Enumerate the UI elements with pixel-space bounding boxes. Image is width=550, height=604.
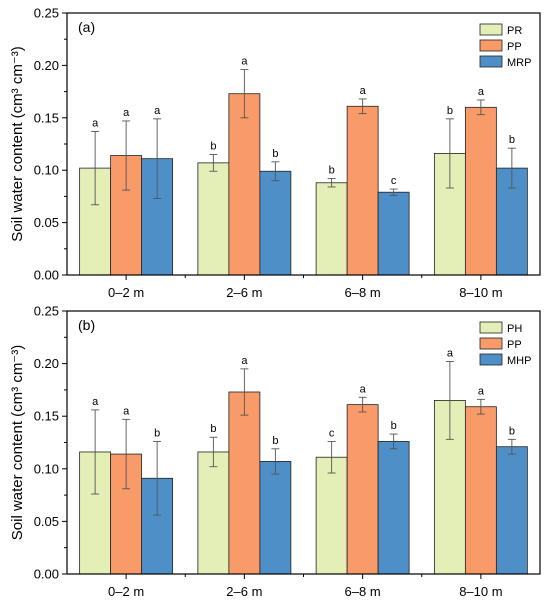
legend-swatch-pr (479, 23, 503, 36)
panel-label: (b) (78, 317, 95, 333)
legend-label: MHP (507, 355, 531, 367)
x-tick-label: 2–6 m (226, 285, 262, 300)
x-tick-label: 8–10 m (459, 584, 502, 599)
bar-pp (346, 105, 379, 276)
bar-pr (315, 182, 348, 276)
significance-letter: a (478, 385, 485, 397)
y-axis-label: Soil water content (cm³ cm⁻³) (9, 46, 26, 241)
significance-letter: a (123, 107, 130, 119)
legend-label: MRP (507, 57, 531, 69)
bar-mhp (377, 441, 410, 575)
x-tick-label: 0–2 m (108, 584, 144, 599)
x-tick-label: 6–8 m (345, 584, 381, 599)
legend-label: PR (507, 25, 522, 37)
x-tick-label: 8–10 m (459, 285, 502, 300)
legend-label: PP (507, 339, 522, 351)
legend-swatch-ph (479, 321, 503, 334)
legend-swatch-pp (479, 337, 503, 350)
bar-mhp (495, 446, 528, 575)
bar-ph (197, 451, 230, 575)
significance-letter: b (509, 425, 515, 437)
y-tick-label: 0.10 (34, 461, 59, 476)
significance-letter: b (329, 165, 335, 177)
significance-letter: a (123, 405, 130, 417)
significance-letter: a (92, 117, 99, 129)
bar-mhp (259, 461, 292, 575)
bar-pr (197, 162, 230, 276)
significance-letter: a (241, 355, 248, 367)
significance-letter: a (360, 85, 367, 97)
significance-letter: b (272, 148, 278, 160)
bar-mrp (377, 191, 410, 276)
legend-swatch-pp (479, 39, 503, 52)
y-tick-label: 0.05 (34, 215, 59, 230)
bar-pp (464, 106, 497, 276)
significance-letter: b (210, 423, 216, 435)
legend-swatch-mrp (479, 55, 503, 68)
y-tick-label: 0.05 (34, 514, 59, 529)
bar-pp (346, 404, 379, 575)
bar-pp (228, 391, 261, 575)
significance-letter: c (391, 175, 397, 187)
plot-frame (66, 12, 541, 276)
y-tick-label: 0.20 (34, 58, 59, 73)
significance-letter: b (447, 105, 453, 117)
significance-letter: a (478, 86, 485, 98)
x-tick-label: 2–6 m (226, 584, 262, 599)
x-tick-label: 6–8 m (345, 285, 381, 300)
significance-letter: a (360, 383, 367, 395)
y-tick-label: 0.00 (34, 268, 59, 283)
chart-panel-a: 0.00 0.05 0.10 0.15 0.20 0.25 a a a 0–2 m b a b 2–6 m… (9, 6, 541, 300)
bar-pp (228, 93, 261, 276)
y-tick-label: 0.25 (34, 6, 59, 21)
panel-label: (a) (78, 19, 95, 35)
y-tick-label: 0.00 (34, 567, 59, 582)
legend-label: PP (507, 41, 522, 53)
significance-letter: b (272, 435, 278, 447)
y-axis-label: Soil water content (cm³ cm⁻³) (9, 345, 26, 540)
y-tick-label: 0.15 (34, 409, 59, 424)
y-tick-label: 0.25 (34, 304, 59, 319)
significance-letter: a (154, 105, 161, 117)
bar-ph (315, 456, 348, 575)
significance-letter: b (210, 140, 216, 152)
y-tick-label: 0.20 (34, 356, 59, 371)
x-tick-label: 0–2 m (108, 285, 144, 300)
legend-swatch-mhp (479, 353, 503, 366)
significance-letter: b (391, 420, 397, 432)
bar-pp (464, 406, 497, 575)
plot-frame (66, 310, 541, 575)
y-tick-label: 0.15 (34, 110, 59, 125)
significance-letter: c (329, 427, 335, 439)
significance-letter: a (241, 56, 248, 68)
y-tick-label: 0.10 (34, 163, 59, 178)
significance-letter: a (92, 396, 99, 408)
chart-panel-b: 0.00 0.05 0.10 0.15 0.20 0.25 a a b 0–2 m b a b 2–6 m… (9, 304, 541, 599)
significance-letter: b (509, 134, 515, 146)
significance-letter: a (447, 347, 454, 359)
bar-mrp (259, 170, 292, 276)
significance-letter: b (154, 427, 160, 439)
legend-label: PH (507, 323, 522, 335)
